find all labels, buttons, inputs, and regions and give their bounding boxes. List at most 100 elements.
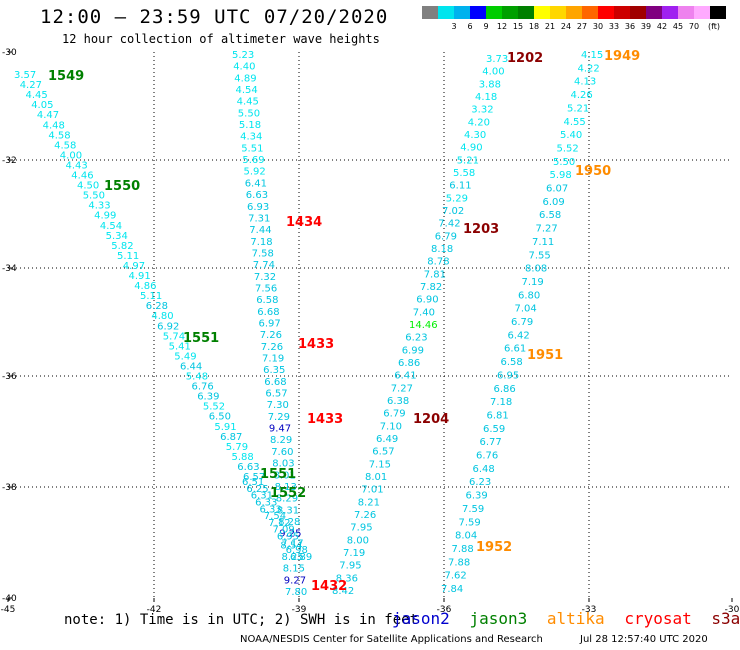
wave-height-value: 8.78 — [427, 257, 449, 268]
wave-height-value: 6.79 — [383, 409, 405, 420]
wave-height-value: 6.23 — [469, 477, 491, 488]
color-swatch — [678, 6, 694, 19]
wave-height-value: 6.79 — [511, 317, 533, 328]
wave-height-value: 5.50 — [553, 157, 575, 168]
color-swatch — [662, 6, 678, 19]
wave-height-value: 8.42 — [332, 586, 354, 597]
wave-height-value: 6.79 — [435, 231, 457, 242]
wave-height-value: 5.69 — [242, 155, 264, 166]
color-swatch — [470, 6, 486, 19]
x-tick-label: -42 — [147, 605, 162, 615]
color-scale-label: 18 — [528, 22, 540, 31]
wave-height-value: 8.28 — [278, 517, 300, 528]
color-scale-label: 70 — [688, 22, 700, 31]
wave-height-value: 4.58 — [48, 130, 70, 141]
wave-height-value: 4.54 — [100, 221, 122, 232]
pass-time-label: 1951 — [527, 348, 563, 363]
color-scale-label: 9 — [483, 22, 489, 31]
color-swatch — [614, 6, 630, 19]
y-tick-label: -36 — [2, 372, 17, 382]
wave-height-value: 5.52 — [203, 402, 225, 413]
wave-height-value: 7.26 — [260, 330, 282, 341]
wave-height-value: 7.19 — [262, 354, 284, 365]
footer-note: note: 1) Time is in UTC; 2) SWH is in fe… — [64, 612, 419, 628]
page-subtitle: 12 hour collection of altimeter wave hei… — [62, 32, 380, 46]
wave-height-value: 6.89 — [290, 552, 312, 563]
wave-height-value: 7.32 — [254, 272, 276, 283]
wave-height-value: 8.31 — [277, 505, 299, 516]
pass-time-label: 1551 — [183, 331, 219, 346]
wave-height-value: 5.41 — [169, 341, 191, 352]
wave-height-value: 4.34 — [240, 132, 262, 143]
wave-height-value: 7.42 — [438, 219, 460, 230]
wave-height-value: 6.44 — [180, 361, 202, 372]
wave-height-value: 6.81 — [487, 411, 509, 422]
x-tick-label: -33 — [582, 605, 597, 615]
wave-height-value: 5.23 — [232, 50, 254, 61]
wave-height-value: 7.11 — [532, 237, 554, 248]
color-swatch — [582, 6, 598, 19]
color-swatch — [550, 6, 566, 19]
legend-jason3: jason3 — [469, 609, 528, 628]
pass-time-label: 1433 — [298, 337, 334, 352]
wave-height-value: 4.58 — [54, 140, 76, 151]
wave-height-value: 7.29 — [268, 412, 290, 423]
wave-height-value: 6.92 — [157, 321, 179, 332]
wave-height-value: 7.81 — [424, 269, 446, 280]
wave-height-value: 5.51 — [241, 143, 263, 154]
wave-height-value: 5.11 — [140, 291, 162, 302]
legend-altika: altika — [546, 609, 605, 628]
wave-height-value: 5.49 — [174, 351, 196, 362]
wave-height-value: 6.76 — [476, 451, 498, 462]
wave-height-value: 4.97 — [123, 261, 145, 272]
wave-height-value: 6.42 — [508, 330, 530, 341]
wave-height-value: 6.61 — [504, 344, 526, 355]
wave-height-value: 6.51 — [242, 477, 264, 488]
pass-time-label: 1434 — [286, 215, 322, 230]
wave-height-value: 6.09 — [543, 197, 565, 208]
color-scale-label: 45 — [672, 22, 684, 31]
wave-height-value: 5.82 — [111, 241, 133, 252]
wave-height-value: 6.33 — [260, 504, 282, 515]
color-swatch — [694, 6, 710, 19]
y-tick-label: -32 — [2, 156, 17, 166]
wave-height-value: 4.89 — [234, 73, 256, 84]
wave-height-value: 4.90 — [460, 143, 482, 154]
wave-height-value: 4.33 — [88, 201, 110, 212]
wave-height-value: 7.04 — [515, 304, 537, 315]
wave-height-value: 8.29 — [270, 435, 292, 446]
wave-height-value: 6.63 — [237, 462, 259, 473]
wave-height-value: 4.05 — [31, 100, 53, 111]
wave-height-value: 7.88 — [448, 557, 470, 568]
color-swatch — [534, 6, 550, 19]
wave-height-value: 4.18 — [475, 92, 497, 103]
color-swatch — [422, 6, 438, 19]
wave-height-value: 6.23 — [405, 333, 427, 344]
wave-height-value: 7.44 — [249, 225, 271, 236]
pass-time-label: 1432 — [311, 579, 347, 594]
color-scale-label: 15 — [512, 22, 524, 31]
wave-height-value: 6.99 — [402, 345, 424, 356]
color-swatch — [646, 6, 662, 19]
wave-height-value: 7.19 — [343, 548, 365, 559]
wave-height-value: 6.77 — [480, 437, 502, 448]
wave-height-value: 6.63 — [246, 190, 268, 201]
color-swatch — [566, 6, 582, 19]
y-tick-label: -40 — [2, 594, 17, 604]
wave-height-value: 5.50 — [83, 191, 105, 202]
color-scale-label: 21 — [544, 22, 556, 31]
wave-height-value: 8.25 — [282, 552, 304, 563]
color-swatch — [598, 6, 614, 19]
wave-height-value: 14.46 — [409, 320, 438, 331]
wave-height-value: 6.39 — [197, 392, 219, 403]
wave-height-value: 4.46 — [71, 171, 93, 182]
wave-height-value: 7.80 — [285, 587, 307, 598]
color-scale-label: 30 — [592, 22, 604, 31]
y-tick-label: -38 — [2, 483, 17, 493]
wave-height-value: 7.60 — [271, 447, 293, 458]
wave-height-value: 4.26 — [571, 90, 593, 101]
pass-time-label: 1952 — [476, 540, 512, 555]
x-tick-label: -39 — [292, 605, 307, 615]
wave-height-value: 8.13 — [275, 482, 297, 493]
color-swatch — [710, 6, 726, 19]
